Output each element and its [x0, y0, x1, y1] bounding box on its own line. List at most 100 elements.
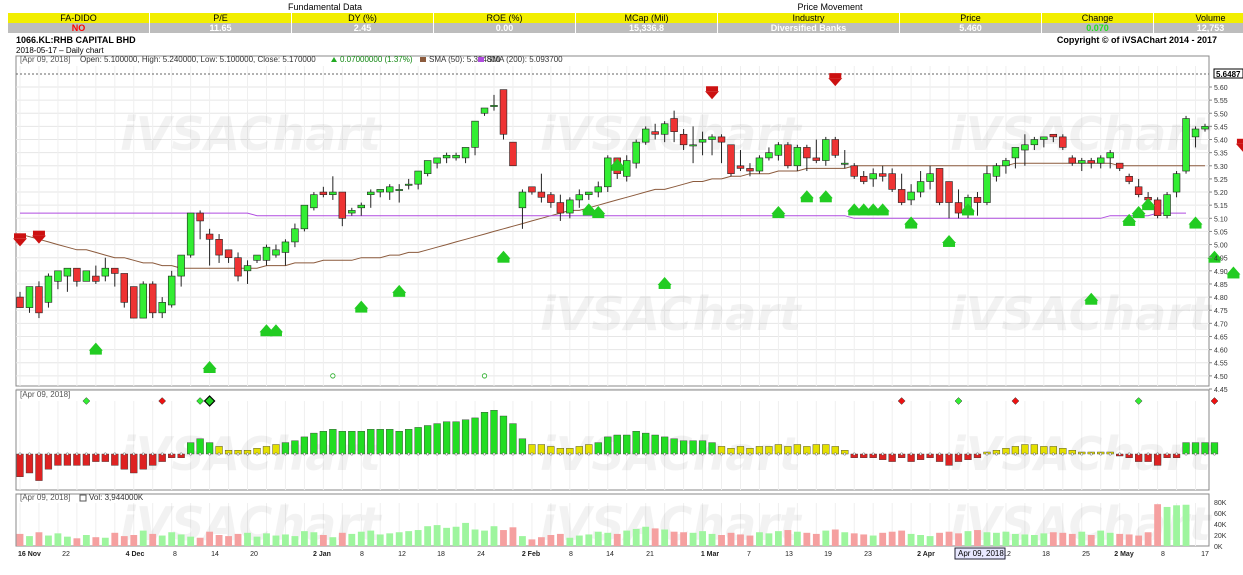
- zero-dot: [786, 452, 790, 456]
- candle: [461, 147, 470, 159]
- oscillator-bar: [25, 453, 34, 474]
- candle: [916, 181, 925, 193]
- volume-bar: [1059, 532, 1067, 546]
- candle: [291, 228, 299, 243]
- buy-signal-base: [800, 197, 813, 203]
- oscillator-bar: [376, 429, 384, 455]
- zero-dot: [596, 452, 600, 456]
- header-col-4: MCap (Mil): [576, 13, 718, 23]
- zero-dot: [549, 452, 553, 456]
- candle: [1153, 199, 1162, 216]
- x-tick-label: 14: [606, 551, 614, 558]
- last-price-tag: 5.6487: [1216, 70, 1241, 79]
- zero-dot: [1023, 452, 1027, 456]
- zero-dot: [1127, 452, 1131, 456]
- header-val-7: 0.070: [1042, 23, 1154, 33]
- price-tick-label: 5.25: [1214, 177, 1228, 184]
- zero-dot: [587, 452, 591, 456]
- zero-dot: [710, 452, 714, 456]
- candle: [822, 139, 830, 161]
- x-tick-label: 14: [211, 551, 219, 558]
- zero-dot: [445, 452, 449, 456]
- candle: [575, 194, 584, 201]
- oscillator-bar: [604, 436, 612, 455]
- x-tick-label: 2 Feb: [522, 551, 540, 558]
- zero-dot: [113, 452, 117, 456]
- price-tick-label: 4.45: [1214, 387, 1228, 394]
- candle: [907, 191, 915, 201]
- volume-bar: [670, 531, 678, 546]
- neutral-marker: [330, 373, 336, 379]
- header-col-1: P/E: [150, 13, 292, 23]
- oscillator-bar: [594, 442, 602, 455]
- header-val-5: Diversified Banks: [718, 23, 900, 33]
- zero-dot: [976, 452, 979, 456]
- zero-dot: [56, 452, 60, 456]
- candle: [604, 157, 612, 188]
- volume-bar: [756, 532, 763, 546]
- zero-dot: [653, 452, 657, 456]
- zero-dot: [483, 452, 486, 456]
- candle: [433, 157, 441, 164]
- zero-dot: [227, 452, 231, 456]
- candle: [367, 191, 375, 195]
- x-tick-label: 2 Apr: [917, 551, 935, 558]
- zero-dot: [435, 452, 439, 456]
- volume-bar: [936, 532, 943, 546]
- oscillator-bar: [433, 423, 441, 455]
- buy-signal-base: [1142, 205, 1155, 211]
- oscillator-bar: [509, 423, 517, 455]
- oscillator-signal-icon: [82, 397, 91, 405]
- oscillator-bar: [623, 434, 631, 455]
- zero-dot: [814, 452, 818, 456]
- candle: [926, 173, 934, 182]
- candle: [746, 168, 754, 172]
- candle: [196, 212, 204, 222]
- zero-dot: [909, 452, 913, 456]
- oscillator-bar: [386, 429, 394, 455]
- volume-bar: [443, 527, 451, 546]
- buy-signal-base: [857, 210, 870, 216]
- zero-dot: [198, 452, 202, 456]
- x-tick-label: 8: [173, 551, 177, 558]
- candle: [1182, 118, 1190, 172]
- oscillator-bar: [480, 412, 489, 455]
- x-tick-label: 21: [646, 551, 654, 558]
- candle: [499, 89, 508, 135]
- oscillator-bar: [670, 438, 678, 455]
- volume-bar: [547, 535, 555, 546]
- volume-bar: [433, 525, 441, 546]
- sell-signal-icon: [1235, 143, 1243, 152]
- x-tick-label: 17: [1201, 551, 1209, 558]
- x-tick-label: 20: [250, 551, 258, 558]
- zero-dot: [663, 452, 667, 456]
- zero-dot: [511, 452, 515, 456]
- price-tick-label: 5.15: [1214, 203, 1228, 210]
- oscillator-bar: [120, 453, 128, 470]
- sma50-legend-swatch: [420, 57, 426, 62]
- oscillator-bar: [395, 431, 403, 455]
- buy-signal-base: [1132, 213, 1145, 219]
- header-col-3: ROE (%): [434, 13, 576, 23]
- volume-bar: [737, 534, 744, 546]
- volume-bar: [1182, 504, 1190, 546]
- volume-bar: [1163, 506, 1171, 546]
- candle: [1049, 133, 1058, 138]
- volume-bar: [490, 526, 498, 546]
- volume-bar: [860, 534, 868, 546]
- buy-signal-icon: [1188, 216, 1203, 225]
- oscillator-bar: [16, 453, 24, 477]
- candle: [556, 202, 565, 214]
- zero-dot: [625, 452, 629, 456]
- header-val-2: 2.45: [292, 23, 434, 33]
- x-tick-label: 13: [785, 551, 793, 558]
- zero-dot: [767, 452, 771, 456]
- zero-dot: [852, 452, 856, 456]
- volume-bar: [1030, 535, 1038, 546]
- candle: [1106, 152, 1114, 159]
- oscillator-signal-icon: [158, 397, 167, 405]
- candle: [1134, 186, 1143, 195]
- buy-signal-base: [819, 197, 832, 203]
- volume-bar: [1154, 504, 1162, 546]
